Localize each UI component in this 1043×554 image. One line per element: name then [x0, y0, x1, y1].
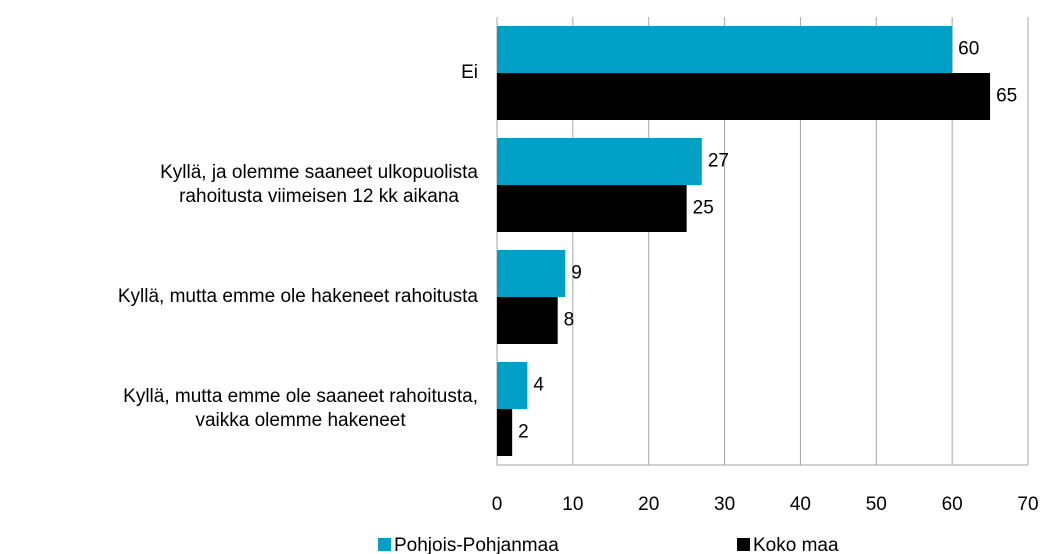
legend-swatch: [378, 538, 391, 551]
legend-swatch: [737, 538, 750, 551]
y-tick-label: Kyllä, mutta emme ole saaneet rahoitusta…: [123, 386, 478, 431]
x-tick-label: 40: [790, 494, 811, 515]
bar: [497, 138, 702, 185]
x-tick-label: 20: [638, 494, 659, 515]
x-tick-label: 60: [942, 494, 963, 515]
data-label: 65: [996, 86, 1017, 107]
y-tick-label: Kyllä, ja olemme saaneet ulkopuolista ra…: [160, 162, 478, 207]
x-tick-label: 50: [866, 494, 887, 515]
bar: [497, 409, 513, 456]
data-label: 9: [571, 263, 582, 284]
bar: [497, 26, 953, 73]
data-label: 27: [708, 151, 729, 172]
legend-label: Koko maa: [753, 535, 839, 554]
y-tick-label: Ei: [461, 62, 478, 83]
bar: [497, 362, 528, 409]
x-tick-label: 70: [1017, 494, 1038, 515]
y-tick-label: Kyllä, mutta emme ole hakeneet rahoitust…: [117, 286, 478, 307]
bar: [497, 73, 991, 120]
data-label: 25: [693, 198, 714, 219]
bar: [497, 185, 687, 232]
x-tick-label: 0: [492, 494, 503, 515]
x-tick-label: 10: [562, 494, 583, 515]
data-label: 2: [518, 422, 529, 443]
data-label: 8: [564, 310, 575, 331]
x-tick-label: 30: [714, 494, 735, 515]
data-label: 60: [958, 39, 979, 60]
bar: [497, 250, 566, 297]
data-label: 4: [533, 375, 544, 396]
legend-label: Pohjois-Pohjanmaa: [394, 535, 559, 554]
bar: [497, 297, 558, 344]
